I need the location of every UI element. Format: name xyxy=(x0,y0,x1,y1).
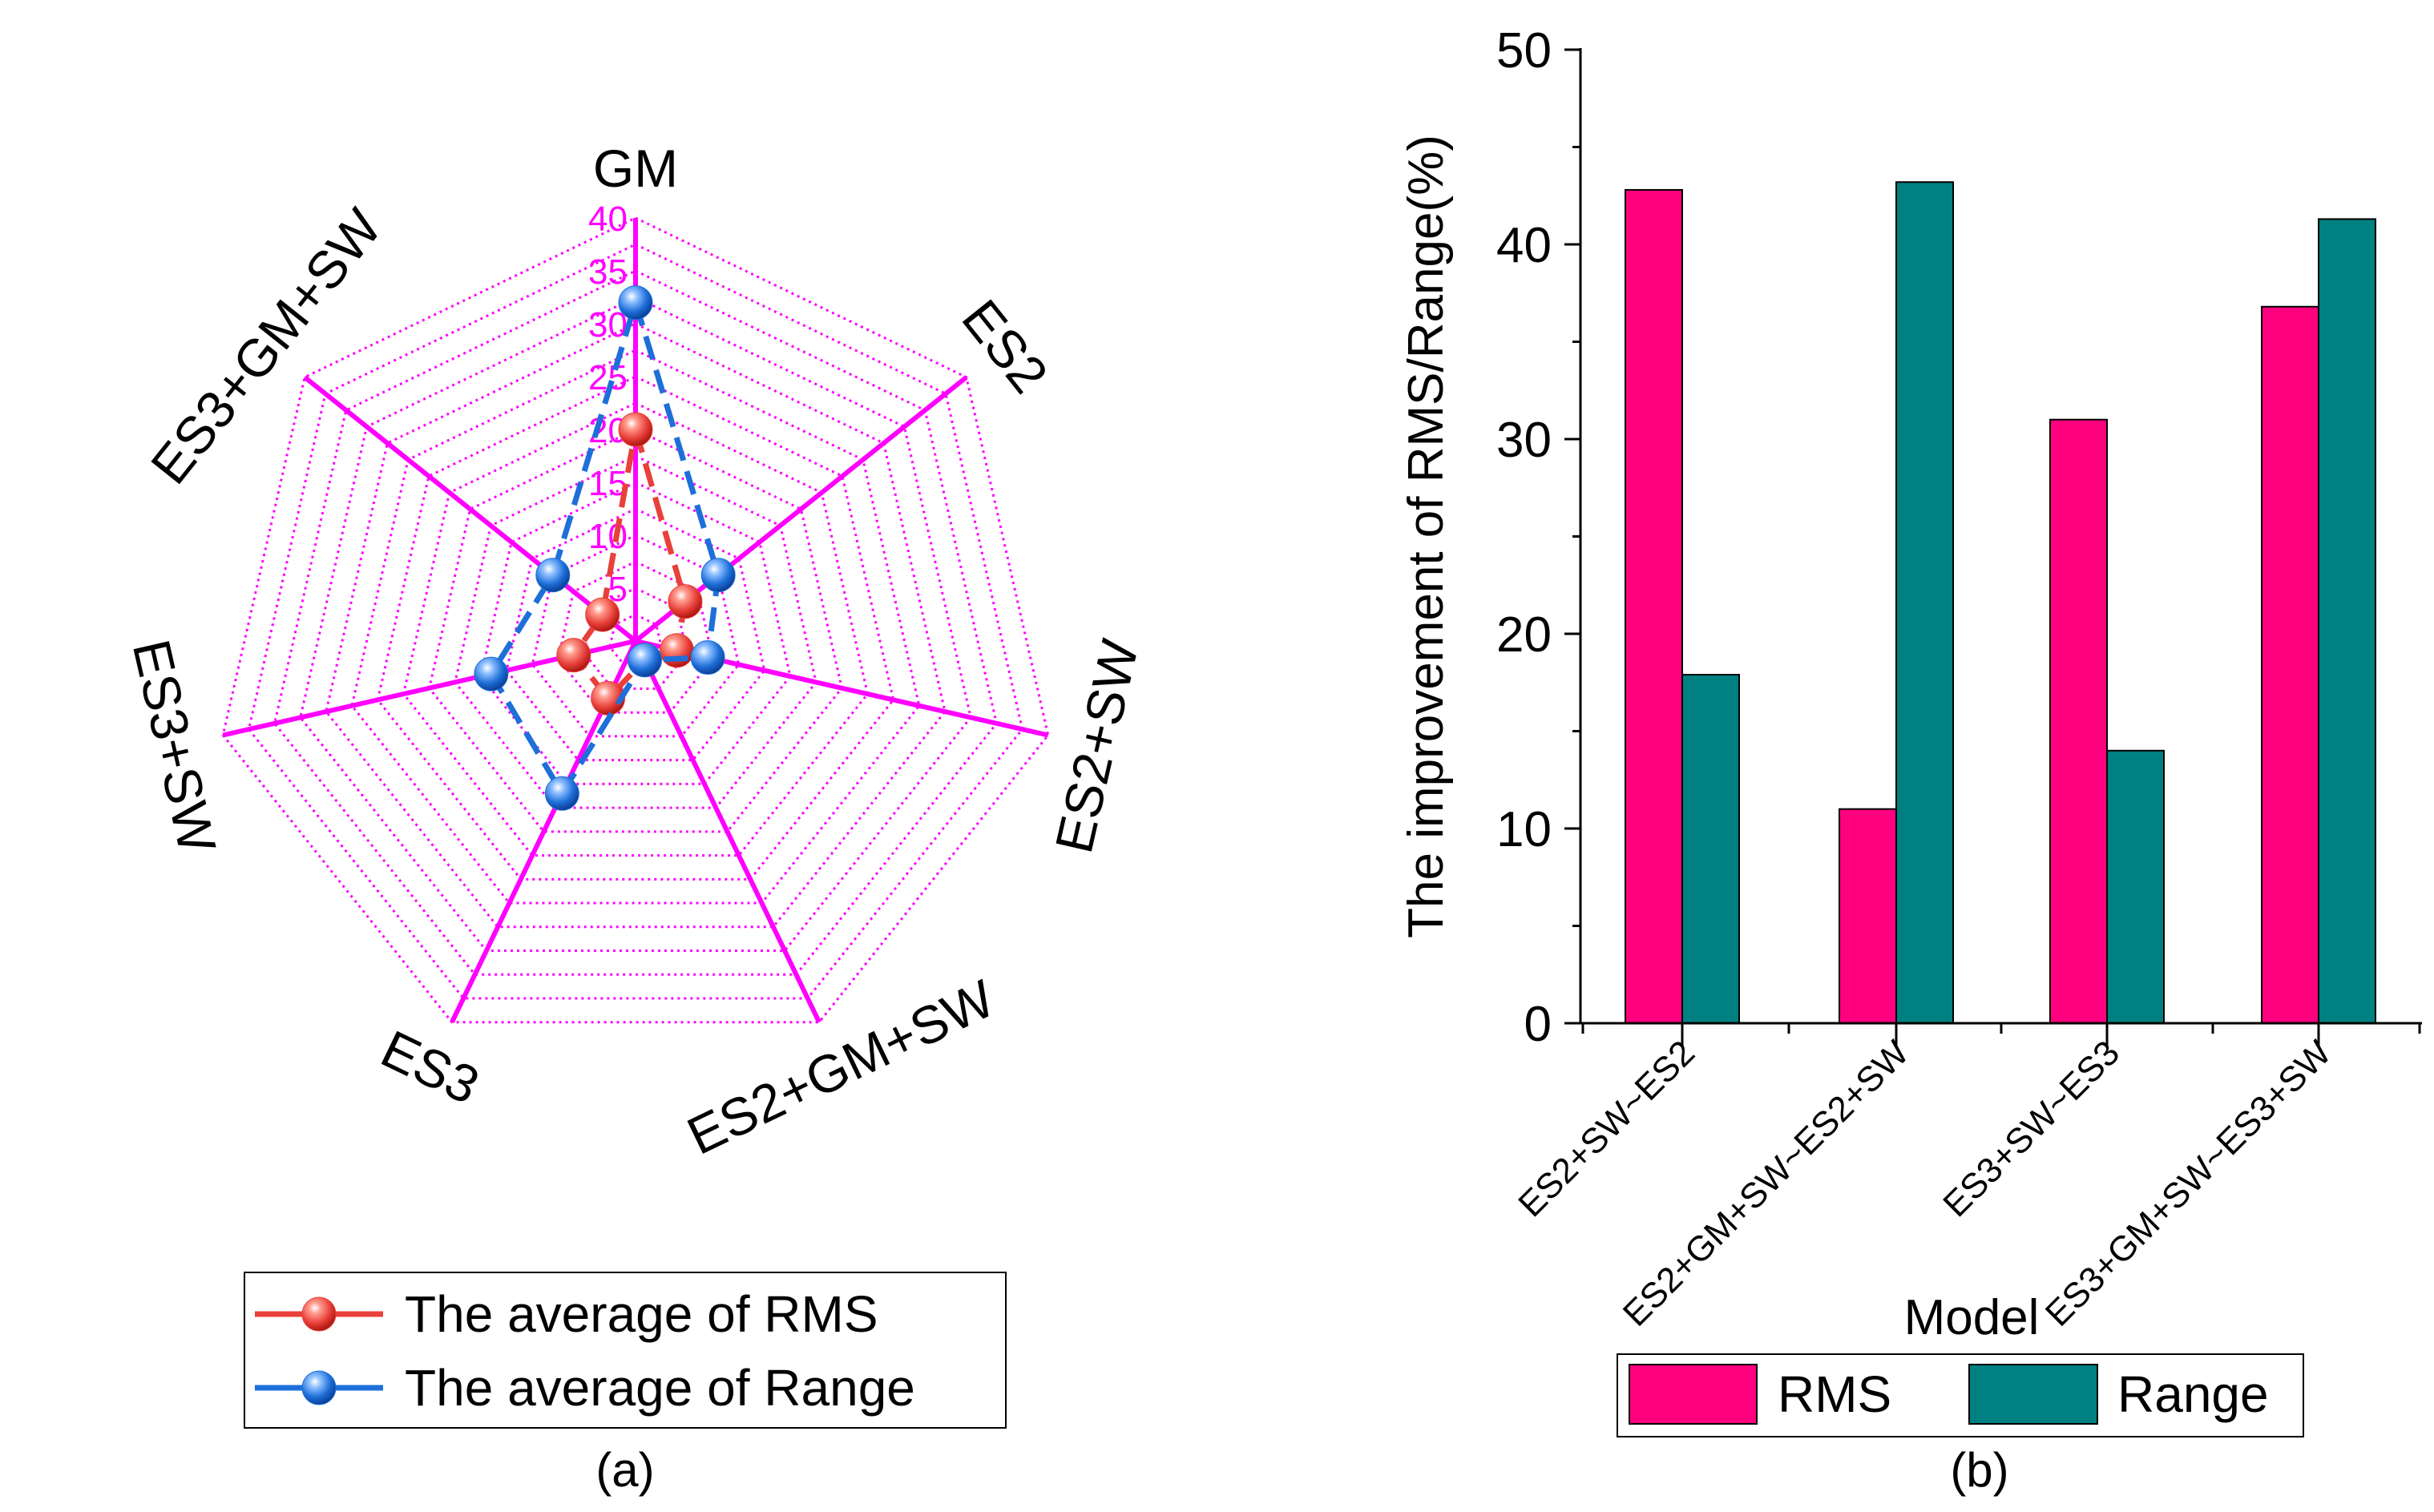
bar-x-tick-label: ES2+SW~ES2 xyxy=(1511,1033,1702,1224)
panel-b-caption: (b) xyxy=(1950,1443,2008,1497)
radar-tick-label: 30 xyxy=(588,305,628,345)
bar-y-ticks: 0 10 20 30 40 50 xyxy=(1496,23,1580,1052)
radar-grid-ring xyxy=(376,375,895,881)
radar-point-es3 xyxy=(544,776,579,811)
radar-series-the-average-of-range xyxy=(474,285,736,811)
bar-y-tick-label: 30 xyxy=(1496,413,1552,468)
radar-grid-ring xyxy=(479,481,792,785)
radar-axis-label-es2: ES2 xyxy=(951,288,1060,404)
bar-range-es2-gm-sw-es2-sw xyxy=(1895,181,1954,1025)
bar-legend-label: RMS xyxy=(1778,1365,1891,1423)
bar-range-es2-sw-es2 xyxy=(1681,674,1740,1025)
radar-point-es2-gm-sw xyxy=(627,643,662,678)
radar-series xyxy=(474,285,736,811)
bar-x-axis-label: Model xyxy=(1904,1290,2040,1345)
radar-spoke-es3-gm-sw xyxy=(303,375,637,643)
radar-point-gm xyxy=(618,285,653,321)
radar-legend-label: The average of RMS xyxy=(405,1285,878,1343)
bar-legend: RMS Range xyxy=(1617,1353,2304,1437)
bar-range-es3-sw-es3 xyxy=(2106,749,2165,1024)
legend-swatch xyxy=(1968,1364,2098,1425)
radar-tick-label: 40 xyxy=(588,200,628,239)
bar-y-tick-label: 10 xyxy=(1496,802,1552,857)
bar-legend-item-rms: RMS xyxy=(1629,1364,1891,1425)
bar-legend-item-range: Range xyxy=(1968,1364,2269,1425)
radar-axis-label-es2-gm-sw: ES2+GM+SW xyxy=(678,968,1003,1166)
legend-marker xyxy=(301,1296,337,1332)
radar-axis-label-es3-gm-sw: ES3+GM+SW xyxy=(139,197,394,494)
radar-point-es3-sw xyxy=(556,638,591,673)
radar-grid-ring xyxy=(531,534,741,738)
bar-series-range xyxy=(1681,181,2376,1025)
radar-spoke-es2-gm-sw xyxy=(633,639,821,1024)
radar-point-es3-gm-sw xyxy=(585,597,620,632)
bar-range-es3-gm-sw-es3-sw xyxy=(2318,218,2376,1025)
bar-x-tick-label: ES3+SW~ES3 xyxy=(1935,1033,2127,1224)
radar-grid-ring xyxy=(272,269,999,976)
radar-legend: The average of RMS The average of Range xyxy=(244,1272,1007,1429)
radar-point-gm xyxy=(618,412,653,447)
bar-legend-label: Range xyxy=(2117,1365,2269,1423)
radar-grid-ring xyxy=(608,613,663,667)
bar-y-tick-label: 20 xyxy=(1496,607,1552,663)
radar-point-es3-gm-sw xyxy=(535,558,571,593)
radar-point-es3-sw xyxy=(474,656,509,691)
radar-grid-ring xyxy=(325,322,947,929)
radar-grid-ring xyxy=(247,243,1024,1000)
panel-a-caption: (a) xyxy=(595,1443,654,1497)
legend-swatch xyxy=(1629,1364,1758,1425)
bar-y-tick-label: 50 xyxy=(1496,23,1552,79)
radar-point-es2-sw xyxy=(690,640,725,675)
legend-marker xyxy=(301,1370,337,1405)
bar-y-axis-label: The improvement of RMS/Range(%) xyxy=(1399,135,1454,938)
radar-grid xyxy=(221,216,1050,1024)
radar-legend-item-the-average-of-rms: The average of RMS xyxy=(255,1285,878,1343)
radar-axis-label-es3-sw: ES3+SW xyxy=(122,635,228,859)
bar-series-rms xyxy=(1625,188,2319,1025)
radar-legend-item-the-average-of-range: The average of Range xyxy=(255,1359,915,1417)
bar-bars xyxy=(1625,181,2376,1025)
radar-tick-label: 35 xyxy=(588,252,628,292)
radar-point-es2-sw xyxy=(659,633,694,668)
bar-y-tick-label: 0 xyxy=(1524,997,1552,1052)
bar-rms-es3-gm-sw-es3-sw xyxy=(2261,305,2319,1024)
bar-rms-es2-gm-sw-es2-sw xyxy=(1839,808,1897,1024)
radar-axis-label-es2-sw: ES2+SW xyxy=(1043,634,1149,858)
radar-grid-ring xyxy=(221,216,1050,1024)
radar-grid-ring xyxy=(427,428,844,833)
radar-legend-frame xyxy=(244,1272,1007,1429)
radar-legend-label: The average of Range xyxy=(405,1359,915,1417)
radar-grid-ring xyxy=(299,296,972,953)
bar-y-tick-label: 40 xyxy=(1496,218,1552,273)
radar-grid-ring xyxy=(454,454,817,809)
bar-rms-es2-sw-es2 xyxy=(1625,188,1683,1025)
radar-axis-label-gm: GM xyxy=(593,139,678,198)
radar-point-es2 xyxy=(700,558,736,593)
bar-rms-es3-sw-es3 xyxy=(2049,418,2108,1024)
radar-axis-label-es3: ES3 xyxy=(373,1018,489,1115)
radar-point-es2 xyxy=(668,584,703,619)
